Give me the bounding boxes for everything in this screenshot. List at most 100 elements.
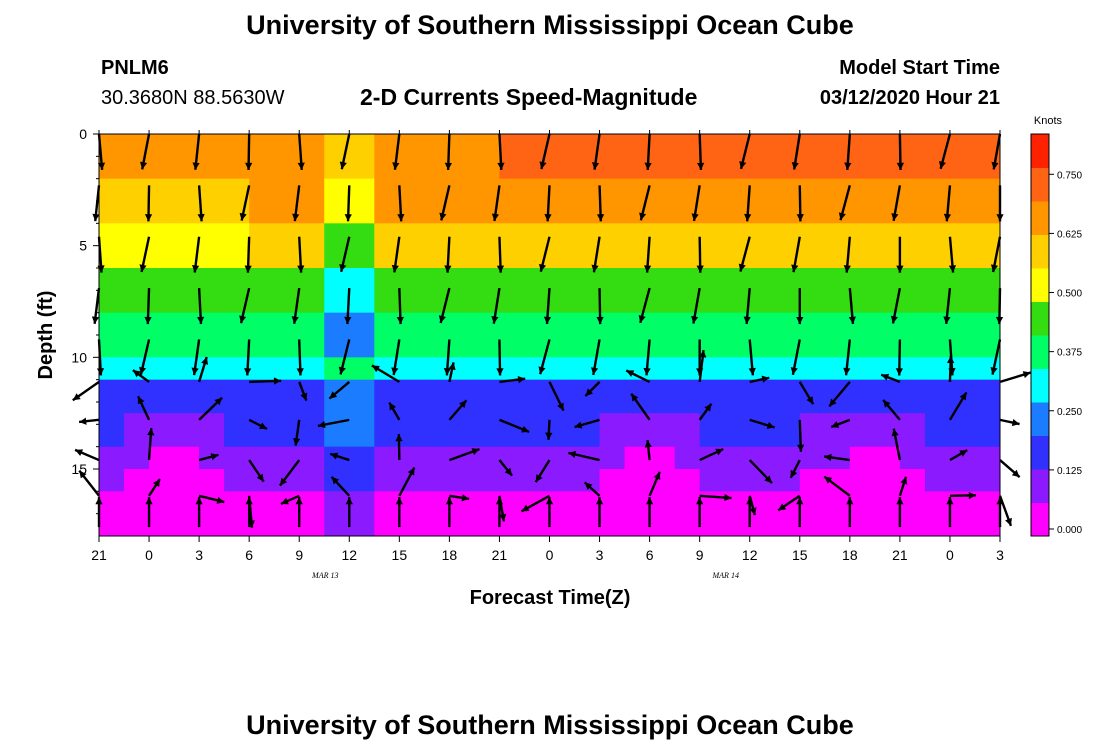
heatmap-cell [349,178,375,224]
current-vector [938,133,952,170]
current-vector [846,497,854,528]
vector-head [545,497,554,505]
current-vector [596,185,605,222]
heatmap-cell [624,469,651,492]
heatmap-cell [224,357,250,381]
heatmap-cell [749,357,776,381]
vector-head [995,316,1004,325]
heatmap-cell [474,513,500,537]
heatmap-cell [899,446,926,470]
current-vector [495,497,504,528]
heatmap-cell [399,357,425,381]
current-vector [797,419,805,452]
current-vector [449,494,470,502]
current-vector [398,466,416,497]
current-vector [538,236,551,272]
vector-head [585,388,594,397]
current-vector [748,459,773,484]
heatmap-cell [599,223,626,269]
vector-head [75,449,84,457]
heatmap-cell [124,178,150,224]
heatmap-cell [399,312,425,358]
current-vector [147,428,155,461]
current-vector [198,494,225,504]
vector-head [895,368,904,376]
x-tick-label: 3 [195,547,203,563]
heatmap-cell [874,223,901,269]
heatmap-cell [774,379,801,414]
vector-head [139,264,147,272]
current-vector [78,417,100,425]
current-vector [630,392,651,421]
vector-head [245,497,253,505]
heatmap-cell [399,513,425,537]
heatmap-cell [649,513,676,537]
vector-head [195,497,203,505]
heatmap-cell [899,513,926,537]
heatmap-cell [474,134,500,180]
heatmap-cell [724,268,751,314]
heatmap-cell [624,491,651,515]
heatmap-cell [424,491,450,515]
heatmap-cell [574,469,601,492]
x-tick-label: 15 [392,547,408,563]
vector-head [749,507,757,516]
current-vector [244,339,252,376]
heatmap-cell [224,312,250,358]
heatmap-cell [374,469,400,492]
heatmap-cell [849,134,876,180]
heatmap-cell [649,312,676,358]
heatmap-cell [149,413,175,448]
y-tick-label: 10 [71,349,87,365]
x-tick-label: 15 [792,547,808,563]
current-vector [999,418,1020,427]
heatmap-cell [174,312,200,358]
heatmap-cell [499,357,525,381]
vector-head [210,453,219,461]
current-vector [78,469,100,497]
current-vector [843,339,852,376]
vector-head [761,375,770,383]
heatmap-cell [374,446,400,470]
heatmap-cell [274,357,300,381]
heatmap-cell [249,268,275,314]
heatmap-cell [474,223,500,269]
current-vector [748,339,756,376]
heatmap-cell [224,223,250,269]
current-vector [828,381,851,408]
x-axis-label: Forecast Time(Z) [470,587,631,609]
heatmap-cell [449,413,475,448]
heatmap-cell [724,491,751,515]
heatmap-cell [624,379,651,414]
heatmap-cell [899,268,926,314]
current-vector [848,287,856,325]
heatmap-cell [199,413,225,448]
heatmap-cell [224,513,250,537]
heatmap-cell [674,446,701,470]
vector-head [778,503,787,511]
heatmap-cell [549,469,576,492]
current-vector [295,497,303,528]
heatmap-cell [349,379,375,414]
vector-head [297,162,305,170]
heatmap-cell [799,357,826,381]
current-vector [328,380,351,400]
vector-head [796,214,804,222]
heatmap-cell [799,134,826,180]
heatmap-cell [599,469,626,492]
vector-head [595,497,604,505]
heatmap-cell [774,413,801,448]
heatmap-cell [949,357,976,381]
colorbar-swatch [1031,469,1049,503]
heatmap-cell [874,357,901,381]
current-vector [197,185,205,222]
current-vector [279,459,301,487]
current-vector [496,339,504,376]
vector-head [590,367,599,375]
vector-head [338,366,346,375]
current-vector [590,339,601,376]
current-vector [245,133,253,171]
current-vector [499,375,526,384]
vector-head [691,213,699,221]
heatmap-cell [974,312,1001,358]
